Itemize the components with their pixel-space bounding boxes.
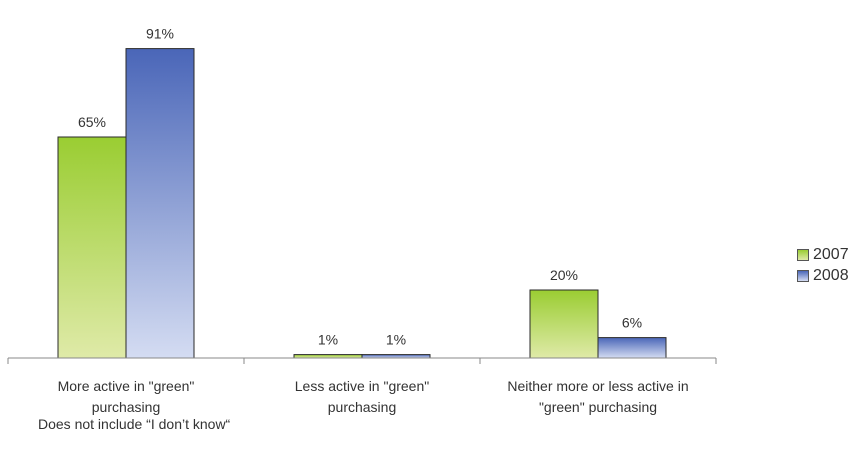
legend-swatch-2008 xyxy=(797,269,809,282)
bar-2008-2 xyxy=(597,337,667,359)
data-label-2007-0: 65% xyxy=(78,114,106,130)
bar-2007-1 xyxy=(293,354,363,359)
legend-item-2008: 2008 xyxy=(797,265,849,286)
category-label-1: Less active in "green" purchasing xyxy=(294,378,430,415)
bar-2008-0 xyxy=(125,48,195,359)
data-label-2008-0: 91% xyxy=(146,26,174,42)
legend-item-2007: 2007 xyxy=(797,244,849,265)
footnote: Does not include “I don’t know“ xyxy=(38,416,231,432)
legend: 2007 2008 xyxy=(797,244,849,286)
bar-2007-0 xyxy=(57,136,127,359)
data-label-2007-1: 1% xyxy=(318,332,338,348)
legend-swatch-2007 xyxy=(797,248,809,261)
category-label-2: Neither more or less active in "green" p… xyxy=(507,378,689,415)
category-label-0: More active in "green" purchasing xyxy=(57,378,195,415)
data-label-2008-2: 6% xyxy=(622,315,642,331)
data-label-2007-2: 20% xyxy=(550,267,578,283)
legend-label-2008: 2008 xyxy=(813,266,849,284)
data-label-2008-1: 1% xyxy=(386,332,406,348)
bar-2008-1 xyxy=(361,354,431,359)
bar-2007-2 xyxy=(529,289,599,359)
legend-label-2007: 2007 xyxy=(813,245,849,263)
